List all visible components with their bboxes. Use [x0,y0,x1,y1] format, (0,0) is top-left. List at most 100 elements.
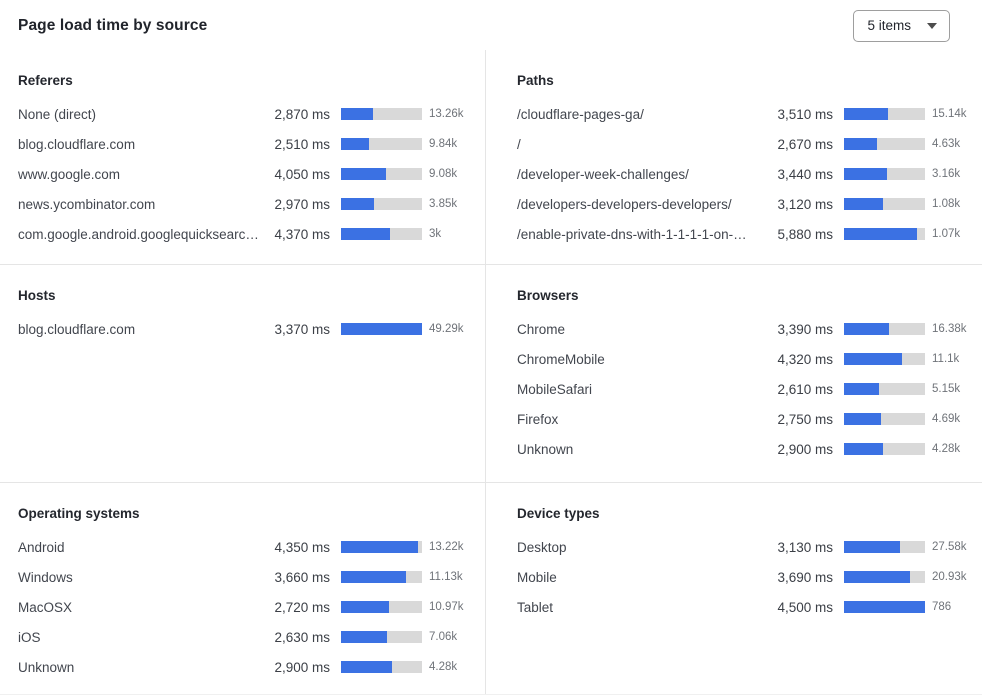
metric-row[interactable]: Chrome 3,390 ms 16.38k [517,314,978,344]
row-value: 4,500 ms [777,599,833,615]
metric-row[interactable]: Desktop 3,130 ms 27.58k [517,532,978,562]
row-label: news.ycombinator.com [18,196,156,212]
row-value: 3,120 ms [777,196,833,212]
row-label: www.google.com [18,166,121,182]
row-label: /developer-week-challenges/ [517,166,689,182]
panel-rows: Desktop 3,130 ms 27.58k Mobile 3,690 ms … [517,532,978,622]
row-label: /cloudflare-pages-ga/ [517,106,644,122]
panels-grid: Referers None (direct) 2,870 ms 13.26k b… [0,50,982,695]
metric-row[interactable]: Mobile 3,690 ms 20.93k [517,562,978,592]
metric-row[interactable]: ChromeMobile 4,320 ms 11.1k [517,344,978,374]
row-label: Unknown [18,659,75,675]
row-count: 1.07k [932,228,961,240]
metric-row[interactable]: /developers-developers-developers/ 3,120… [517,189,978,219]
metric-row[interactable]: www.google.com 4,050 ms 9.08k [18,159,475,189]
metric-row[interactable]: Windows 3,660 ms 11.13k [18,562,475,592]
row-value: 3,690 ms [777,569,833,585]
row-count: 786 [932,601,952,613]
row-bar [341,631,422,643]
row-bar-fill [341,661,393,673]
row-value: 2,610 ms [777,381,833,397]
row-count: 4.63k [932,138,961,150]
metric-row[interactable]: Unknown 2,900 ms 4.28k [18,652,475,682]
row-value: 3,390 ms [777,321,833,337]
metric-row[interactable]: / 2,670 ms 4.63k [517,129,978,159]
row-bar-fill [844,108,888,120]
chevron-down-icon [927,23,937,29]
metric-row[interactable]: com.google.android.googlequicksearc… 4,3… [18,219,475,249]
metric-row[interactable]: Tablet 4,500 ms 786 [517,592,978,622]
row-value: 2,900 ms [777,441,833,457]
row-count: 49.29k [429,323,464,335]
row-bar [341,198,422,210]
row-count: 4.28k [429,661,458,673]
metric-row[interactable]: news.ycombinator.com 2,970 ms 3.85k [18,189,475,219]
metric-row[interactable]: Unknown 2,900 ms 4.28k [517,434,978,464]
row-value: 2,510 ms [274,136,330,152]
row-bar [341,661,422,673]
row-count: 11.13k [429,571,463,583]
panel-title: Hosts [18,288,56,303]
card-header: Page load time by source 5 items [0,0,982,50]
row-bar [844,383,925,395]
row-bar [341,168,422,180]
row-value: 5,880 ms [777,226,833,242]
row-count: 9.08k [429,168,458,180]
metric-row[interactable]: Android 4,350 ms 13.22k [18,532,475,562]
row-bar [844,198,925,210]
row-bar-fill [844,353,902,365]
row-label: Windows [18,569,73,585]
row-value: 4,320 ms [777,351,833,367]
row-bar [844,228,925,240]
row-value: 2,750 ms [777,411,833,427]
row-count: 13.26k [429,108,464,120]
row-bar [341,228,422,240]
panel-title: Browsers [517,288,579,303]
metric-row[interactable]: blog.cloudflare.com 3,370 ms 49.29k [18,314,475,344]
row-value: 3,130 ms [777,539,833,555]
metric-row[interactable]: None (direct) 2,870 ms 13.26k [18,99,475,129]
row-label: Mobile [517,569,557,585]
row-bar [844,571,925,583]
panel-title: Paths [517,73,554,88]
metric-row[interactable]: /developer-week-challenges/ 3,440 ms 3.1… [517,159,978,189]
row-bar-fill [341,323,422,335]
row-bar-fill [341,228,390,240]
page-title: Page load time by source [18,17,208,34]
row-label: Desktop [517,539,567,555]
row-bar [341,541,422,553]
items-count-dropdown[interactable]: 5 items [853,10,950,42]
panel-title: Referers [18,73,73,88]
panel-referers: Referers None (direct) 2,870 ms 13.26k b… [0,50,486,265]
row-label: /enable-private-dns-with-1-1-1-1-on-… [517,226,747,242]
row-bar [844,443,925,455]
row-bar-fill [844,323,890,335]
row-bar-fill [844,138,878,150]
metric-row[interactable]: /cloudflare-pages-ga/ 3,510 ms 15.14k [517,99,978,129]
row-bar-fill [341,198,374,210]
row-bar [844,168,925,180]
row-label: /developers-developers-developers/ [517,196,732,212]
panel-browsers: Browsers Chrome 3,390 ms 16.38k ChromeMo… [486,265,982,483]
row-label: blog.cloudflare.com [18,136,136,152]
row-count: 16.38k [932,323,967,335]
row-value: 2,670 ms [777,136,833,152]
row-value: 2,720 ms [274,599,330,615]
row-bar [844,108,925,120]
row-label: / [517,136,521,152]
row-bar [844,541,925,553]
row-label: None (direct) [18,106,97,122]
row-count: 1.08k [932,198,961,210]
metric-row[interactable]: iOS 2,630 ms 7.06k [18,622,475,652]
metric-row[interactable]: Firefox 2,750 ms 4.69k [517,404,978,434]
row-bar-fill [844,168,887,180]
row-count: 20.93k [932,571,967,583]
metric-row[interactable]: MacOSX 2,720 ms 10.97k [18,592,475,622]
metric-row[interactable]: /enable-private-dns-with-1-1-1-1-on-… 5,… [517,219,978,249]
row-value: 4,350 ms [274,539,330,555]
row-count: 5.15k [932,383,961,395]
metric-row[interactable]: MobileSafari 2,610 ms 5.15k [517,374,978,404]
row-bar [844,323,925,335]
metric-row[interactable]: blog.cloudflare.com 2,510 ms 9.84k [18,129,475,159]
row-bar-fill [341,138,369,150]
